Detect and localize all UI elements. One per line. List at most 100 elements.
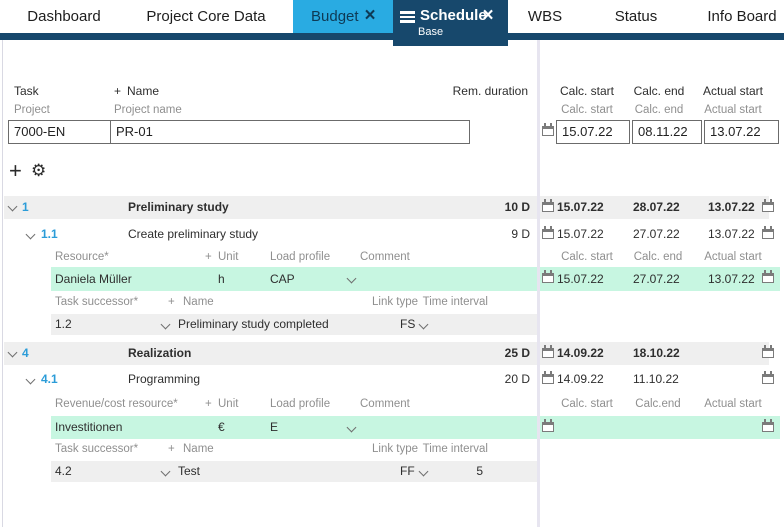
task-number[interactable]: 4.1: [41, 372, 58, 386]
table-row[interactable]: [4, 342, 537, 365]
task-calc-end: 11.10.22: [633, 372, 679, 386]
task-rem-duration: 10 D: [504, 200, 530, 214]
collapse-chevron-icon[interactable]: [25, 374, 36, 385]
tab-project-core-data[interactable]: Project Core Data: [146, 8, 266, 25]
add-resource-icon[interactable]: +: [205, 398, 212, 410]
tab-info-board[interactable]: Info Board: [707, 8, 777, 25]
project-calc-start-value[interactable]: 15.07.22: [562, 124, 613, 139]
resource-unit: €: [218, 420, 225, 434]
label-task-successor: Task successor*: [55, 443, 139, 455]
task-number[interactable]: 1.1: [41, 227, 58, 241]
label-calc-end: Calc. end: [633, 251, 683, 263]
calendar-icon[interactable]: [762, 419, 774, 432]
panel-split-divider[interactable]: [537, 40, 540, 527]
calendar-icon[interactable]: [542, 419, 554, 432]
collapse-chevron-icon[interactable]: [25, 229, 36, 240]
project-calc-start-input[interactable]: 15.07.22: [556, 120, 630, 144]
calendar-icon[interactable]: [542, 270, 554, 283]
resource-name[interactable]: Investitionen: [55, 420, 123, 434]
task-calc-start: 14.09.22: [557, 346, 604, 360]
tab-budget[interactable]: Budget: [293, 0, 393, 33]
successor-link-type[interactable]: FS: [400, 317, 416, 331]
project-id-value[interactable]: 7000-EN: [14, 124, 66, 139]
label-calc-end: Calc. end: [634, 104, 684, 116]
task-title[interactable]: Preliminary study: [128, 200, 229, 214]
add-successor-icon[interactable]: +: [168, 296, 175, 308]
resource-load-profile[interactable]: CAP: [270, 272, 295, 286]
calendar-icon[interactable]: [542, 226, 554, 239]
resource-calc-end[interactable]: 27.07.22: [633, 272, 680, 286]
project-calc-end-value[interactable]: 08.11.22: [638, 124, 688, 139]
calendar-icon[interactable]: [762, 371, 774, 384]
calendar-icon[interactable]: [542, 345, 554, 358]
close-icon[interactable]: [361, 0, 379, 33]
successor-task-select[interactable]: 4.2: [55, 464, 72, 478]
task-number[interactable]: 4: [22, 346, 29, 360]
tab-dashboard[interactable]: Dashboard: [27, 8, 101, 25]
menu-icon[interactable]: [400, 11, 415, 21]
project-id-name-input[interactable]: 7000-EN PR-01: [8, 120, 470, 144]
resource-row[interactable]: [51, 267, 537, 291]
label-comment: Comment: [360, 251, 410, 263]
resource-name[interactable]: Daniela Müller: [55, 272, 132, 286]
label-unit: Unit: [218, 251, 239, 263]
label-resource: Resource*: [55, 251, 109, 263]
successor-row[interactable]: [51, 314, 537, 335]
calendar-icon[interactable]: [542, 123, 554, 136]
successor-row[interactable]: [51, 461, 537, 482]
project-actual-start-value[interactable]: 13.07.22: [710, 124, 761, 139]
label-project: Project: [14, 104, 50, 116]
tab-schedule-sublabel: Base: [418, 26, 444, 38]
label-link-type: Link type: [372, 443, 419, 455]
successor-time-interval[interactable]: 5: [476, 464, 483, 478]
task-calc-end: 27.07.22: [633, 227, 680, 241]
project-name-value[interactable]: PR-01: [110, 121, 476, 143]
calendar-icon[interactable]: [762, 226, 774, 239]
tab-wbs[interactable]: WBS: [527, 8, 563, 25]
successor-task-select[interactable]: 1.2: [55, 317, 72, 331]
column-task: Task: [14, 84, 39, 98]
label-calc-start: Calc. start: [561, 251, 613, 263]
table-row[interactable]: [4, 196, 537, 219]
calendar-icon[interactable]: [762, 270, 774, 283]
task-calc-end: 28.07.22: [633, 200, 680, 214]
label-load-profile: Load profile: [270, 251, 331, 263]
task-number[interactable]: 1: [22, 200, 29, 214]
tab-status[interactable]: Status: [614, 8, 658, 25]
resource-actual-start[interactable]: 13.07.22: [708, 272, 755, 286]
label-link-type: Link type: [372, 296, 419, 308]
add-column-icon[interactable]: +: [114, 84, 122, 98]
label-load-profile: Load profile: [270, 398, 331, 410]
settings-gear-button[interactable]: [31, 161, 46, 181]
label-task-successor: Task successor*: [55, 296, 139, 308]
resource-calc-start[interactable]: 15.07.22: [557, 272, 604, 286]
resource-row: [540, 416, 780, 439]
close-icon[interactable]: [479, 0, 497, 33]
label-actual-start: Actual start: [704, 398, 762, 410]
task-title[interactable]: Programming: [128, 372, 201, 386]
project-calc-end-input[interactable]: 08.11.22: [632, 120, 702, 144]
label-calc-start: Calc. start: [561, 398, 613, 410]
task-calc-start: 15.07.22: [557, 227, 604, 241]
label-time-interval: Time interval: [422, 296, 488, 308]
resource-load-profile[interactable]: E: [270, 420, 279, 434]
task-title[interactable]: Realization: [128, 346, 192, 360]
add-task-button[interactable]: [9, 160, 22, 182]
successor-link-type[interactable]: FF: [400, 464, 415, 478]
add-resource-icon[interactable]: +: [205, 251, 212, 263]
tab-schedule[interactable]: Schedule Base: [393, 0, 508, 46]
resource-row[interactable]: [51, 416, 537, 439]
task-calc-start: 15.07.22: [557, 200, 604, 214]
calendar-icon[interactable]: [762, 199, 774, 212]
add-successor-icon[interactable]: +: [168, 443, 175, 455]
label-successor-name: Name: [183, 443, 214, 455]
successor-name: Test: [178, 464, 201, 478]
task-title[interactable]: Create preliminary study: [128, 227, 259, 241]
column-rem-duration: Rem. duration: [452, 84, 528, 98]
calendar-icon[interactable]: [542, 199, 554, 212]
calendar-icon[interactable]: [762, 345, 774, 358]
calendar-icon[interactable]: [542, 371, 554, 384]
project-actual-start-input[interactable]: 13.07.22: [704, 120, 779, 144]
panel-left-border: [2, 40, 3, 527]
